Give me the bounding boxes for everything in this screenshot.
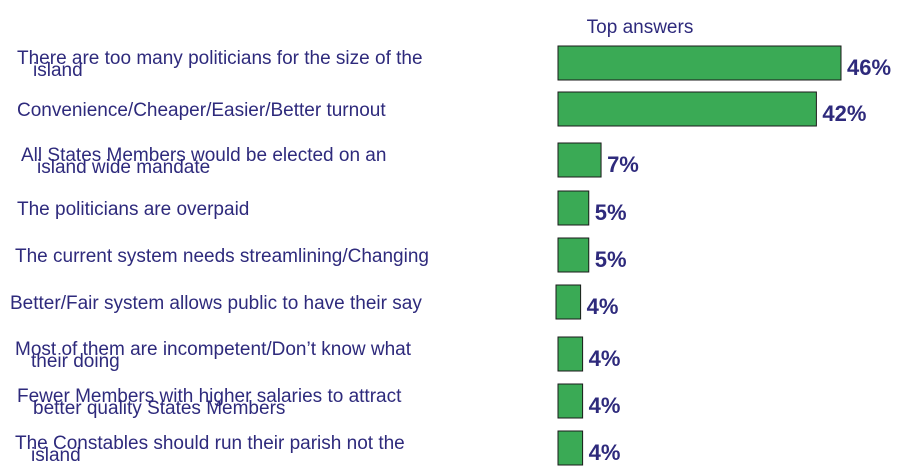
value-labels: 46% 42% 7% 5% 5% 4% 4% 4% 4%: [587, 55, 891, 465]
category-label: Better/Fair system allows public to have…: [10, 293, 422, 314]
category-label: Convenience/Cheaper/Easier/Better turnou…: [17, 100, 386, 121]
value-label: 46%: [847, 55, 891, 80]
bar: [557, 190, 590, 226]
category-label-line: island: [33, 60, 83, 81]
value-label: 7%: [607, 152, 639, 177]
category-label-line: better quality States Members: [33, 398, 285, 419]
category-label-line: island wide mandate: [37, 157, 210, 178]
bar: [557, 45, 842, 81]
bar: [557, 336, 584, 372]
bar: [557, 430, 584, 466]
chart-title: Top answers: [587, 17, 694, 38]
bar: [555, 284, 582, 320]
category-label: All States Members would be elected on a…: [21, 145, 386, 178]
value-label: 42%: [822, 101, 866, 126]
category-label-line: The Constables should run their parish n…: [15, 433, 405, 454]
category-label-line: There are too many politicians for the s…: [17, 48, 423, 69]
bar: [557, 91, 817, 127]
category-label-line: Convenience/Cheaper/Easier/Better turnou…: [17, 100, 386, 121]
bar: [557, 383, 584, 419]
bars: [555, 45, 842, 466]
category-label: The Constables should run their parish n…: [15, 433, 405, 466]
category-label: Most of them are incompetent/Don’t know …: [15, 339, 412, 372]
value-label: 4%: [589, 393, 621, 418]
category-label-line: Fewer Members with higher salaries to at…: [17, 386, 402, 407]
category-label-line: The politicians are overpaid: [17, 199, 249, 220]
category-label-line: The current system needs streamlining/Ch…: [15, 246, 429, 267]
value-label: 5%: [595, 247, 627, 272]
bar: [557, 142, 602, 178]
value-label: 4%: [589, 440, 621, 465]
category-label-line: All States Members would be elected on a…: [21, 145, 386, 166]
value-label: 4%: [587, 294, 619, 319]
category-label: The current system needs streamlining/Ch…: [15, 246, 429, 267]
category-label: Fewer Members with higher salaries to at…: [17, 386, 402, 419]
category-label-line: Better/Fair system allows public to have…: [10, 293, 422, 314]
category-label-line: island: [31, 445, 81, 466]
category-label: There are too many politicians for the s…: [17, 48, 423, 81]
value-label: 5%: [595, 200, 627, 225]
category-label: The politicians are overpaid: [17, 199, 249, 220]
category-labels: There are too many politicians for the s…: [10, 48, 429, 466]
bar: [557, 237, 590, 273]
category-label-line: their doing: [31, 351, 120, 372]
category-label-line: Most of them are incompetent/Don’t know …: [15, 339, 412, 360]
value-label: 4%: [589, 346, 621, 371]
